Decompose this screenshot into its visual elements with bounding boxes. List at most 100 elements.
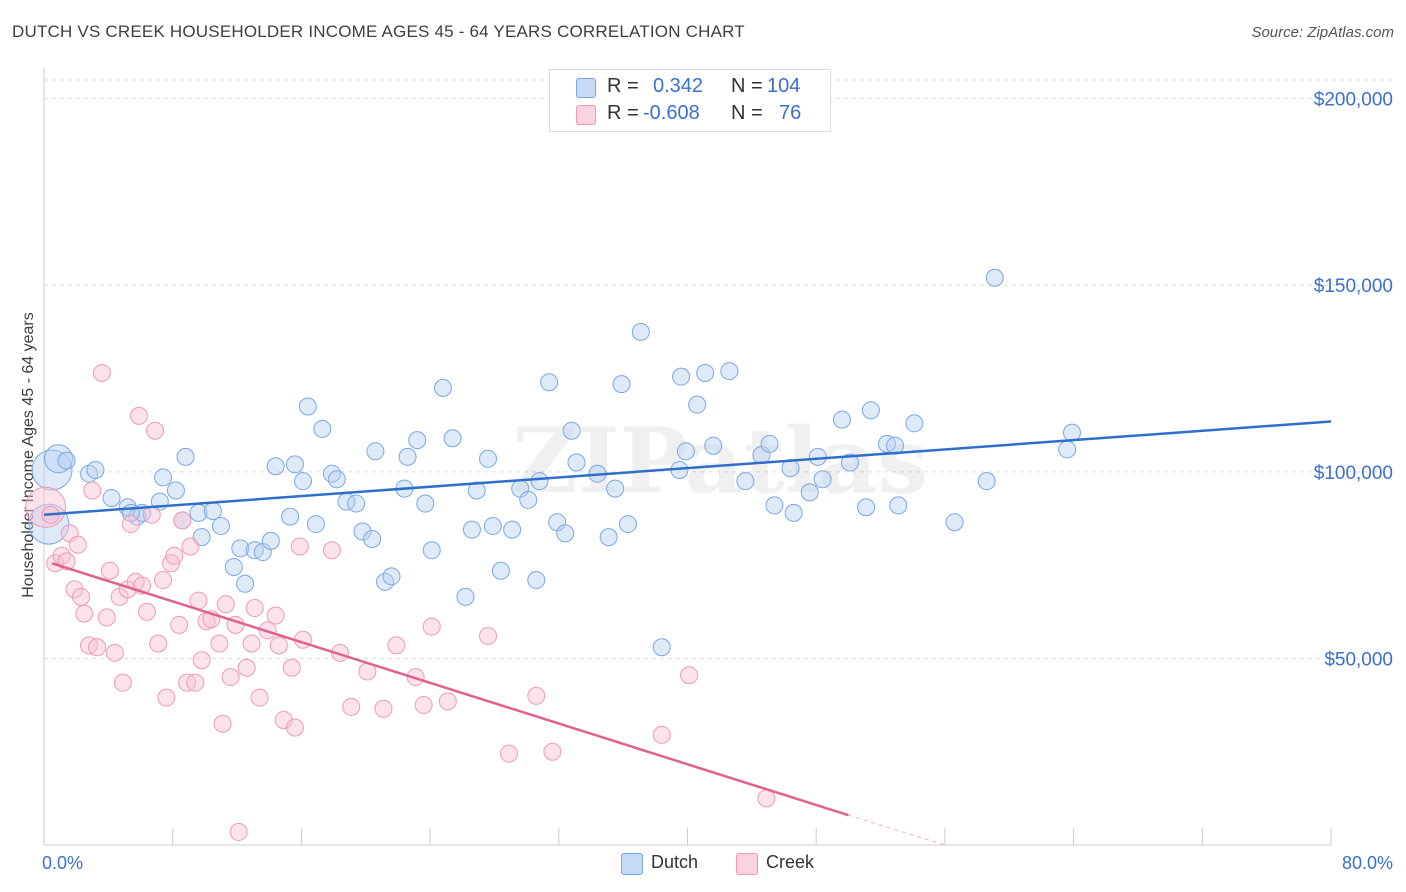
creek-point <box>121 515 140 534</box>
dutch-point <box>800 483 819 502</box>
creek-point <box>414 696 433 715</box>
dutch-point <box>261 531 280 550</box>
dutch-n-value: 104 <box>767 75 801 97</box>
x-tick-label: 0.0% <box>42 853 83 873</box>
creek-trend-line <box>51 562 849 817</box>
dutch-point <box>720 362 739 381</box>
dutch-point <box>688 395 707 414</box>
dutch-r-value: 0.342 <box>653 75 704 97</box>
creek-point <box>157 688 176 707</box>
creek-point <box>92 363 111 382</box>
stats-row-dutch: R = 0.342 N = 104 <box>550 75 830 101</box>
legend: Dutch Creek <box>0 852 1406 876</box>
legend-dutch-swatch <box>621 853 643 875</box>
dutch-point <box>760 434 779 453</box>
creek-point <box>322 541 341 560</box>
dutch-point <box>808 447 827 466</box>
dutch-point <box>813 470 832 489</box>
creek-point <box>266 606 285 625</box>
dutch-point <box>408 431 427 450</box>
creek-point <box>65 580 84 599</box>
dutch-point <box>491 561 510 580</box>
creek-point <box>100 561 119 580</box>
creek-point <box>285 718 304 737</box>
creek-point <box>250 688 269 707</box>
creek-point <box>229 822 248 841</box>
trend-lines <box>43 420 1332 846</box>
creek-point <box>154 571 173 590</box>
dutch-point <box>530 472 549 491</box>
dutch-point <box>905 414 924 433</box>
dutch-point <box>977 472 996 491</box>
creek-point <box>105 643 124 662</box>
grid-lines <box>44 79 1395 659</box>
creek-point <box>213 714 232 733</box>
r-label: R = <box>607 75 639 97</box>
creek-point <box>543 742 562 761</box>
dutch-point <box>618 515 637 534</box>
dutch-point <box>606 479 625 498</box>
dutch-point <box>556 524 575 543</box>
dutch-point <box>266 457 285 476</box>
creek-point <box>72 587 91 606</box>
creek-point <box>387 636 406 655</box>
x-tick-label: 80.0% <box>1342 853 1393 873</box>
dutch-point <box>347 494 366 513</box>
creek-point <box>192 651 211 670</box>
dutch-point <box>704 436 723 455</box>
dutch-point <box>456 587 475 606</box>
creek-n-value: 76 <box>779 102 802 124</box>
creek-point <box>149 634 168 653</box>
dutch-point <box>599 528 618 547</box>
dutch-point <box>363 530 382 548</box>
creek-point <box>113 673 132 692</box>
dutch-point <box>631 322 650 341</box>
creek-point <box>52 546 71 565</box>
creek-point <box>237 658 256 677</box>
creek-point <box>146 421 165 440</box>
creek-point <box>165 546 184 565</box>
dutch-point <box>652 638 671 657</box>
creek-point <box>186 673 205 692</box>
legend-creek-swatch <box>736 853 758 875</box>
creek-point <box>680 666 699 685</box>
dutch-point <box>443 429 462 448</box>
stats-box: R = 0.342 N = 104 R = -0.608 N = 76 <box>549 69 831 132</box>
dutch-point <box>166 481 185 500</box>
dutch-point <box>676 442 695 461</box>
dutch-point <box>211 516 230 535</box>
dutch-point <box>366 442 385 461</box>
dutch-point <box>519 490 538 509</box>
dutch-point <box>527 571 546 590</box>
dutch-point <box>154 468 173 487</box>
dutch-point <box>1058 440 1077 459</box>
creek-point <box>479 627 498 646</box>
dutch-point <box>540 373 559 392</box>
source-label: Source: ZipAtlas.com <box>1251 24 1394 41</box>
creek-point <box>83 481 102 500</box>
creek-point <box>245 599 264 618</box>
dutch-point <box>567 453 586 472</box>
creek-point <box>242 634 261 653</box>
dutch-point <box>382 567 401 586</box>
dutch-point <box>784 503 803 522</box>
dutch-point <box>102 488 121 507</box>
creek-point <box>170 615 189 634</box>
n-label: N = <box>731 75 763 97</box>
creek-points <box>25 363 776 841</box>
dutch-point <box>861 401 880 420</box>
dutch-point <box>86 460 105 479</box>
creek-point <box>274 710 293 729</box>
y-tick-label: $50,000 <box>1324 649 1393 670</box>
dutch-point <box>765 496 784 515</box>
legend-dutch-label: Dutch <box>651 852 699 872</box>
creek-point <box>173 511 192 530</box>
creek-point <box>210 634 229 653</box>
dutch-point <box>294 472 313 491</box>
dutch-point <box>462 520 481 539</box>
creek-point <box>282 658 301 677</box>
dutch-point <box>353 522 372 541</box>
dutch-point <box>840 453 859 472</box>
dutch-point <box>479 449 498 468</box>
